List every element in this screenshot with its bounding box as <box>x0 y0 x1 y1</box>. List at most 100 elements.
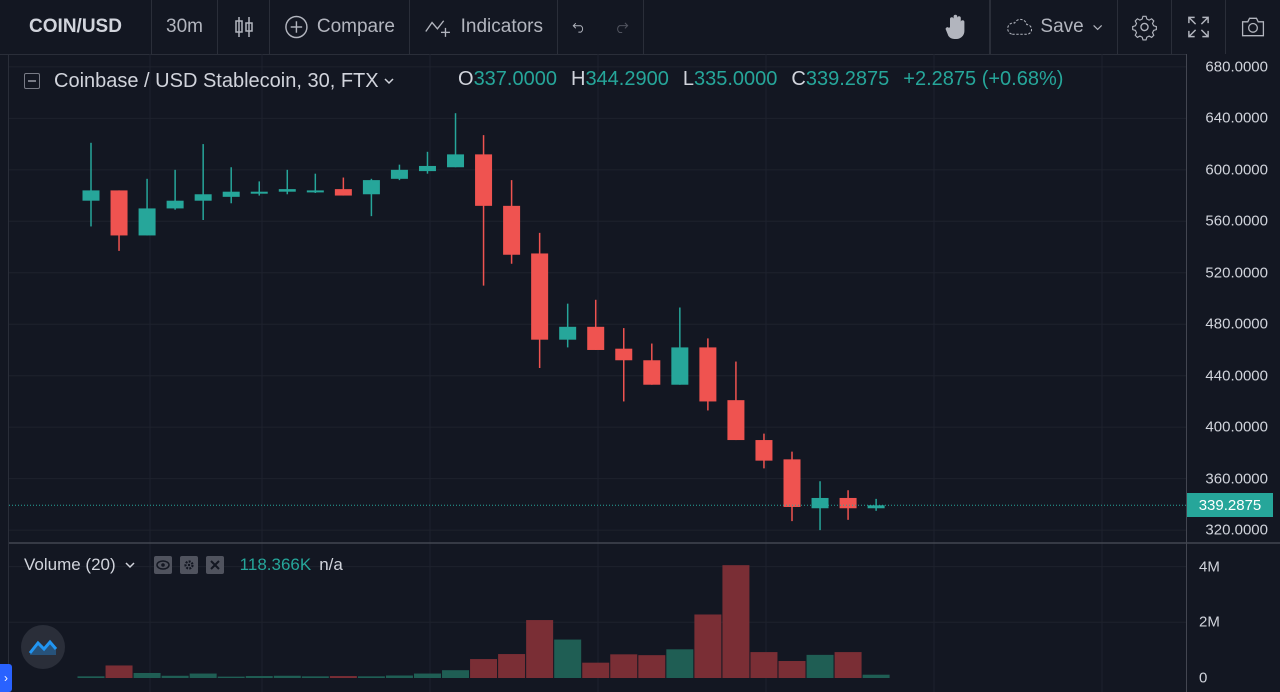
price-tick-label: 600.0000 <box>1205 161 1268 179</box>
chart-type-button[interactable] <box>218 0 270 54</box>
volume-title[interactable]: Volume (20) <box>24 555 116 574</box>
hand-icon <box>945 14 964 39</box>
volume-bar <box>582 662 610 678</box>
volume-bar <box>778 661 806 678</box>
screenshot-button[interactable] <box>1226 0 1280 54</box>
indicators-button[interactable]: Indicators <box>410 0 558 54</box>
hand-tool-button[interactable] <box>924 0 990 54</box>
change-value: +2.2875 (+0.68%) <box>903 68 1064 90</box>
symbol-search-button[interactable]: COIN/USD <box>0 0 152 54</box>
plus-circle-icon <box>285 15 308 39</box>
sidebar-toggle-button[interactable]: › <box>0 664 12 692</box>
candle-body <box>811 497 829 509</box>
price-tick-label: 640.0000 <box>1205 109 1268 127</box>
volume-bar <box>77 676 105 678</box>
volume-tick-label: 2M <box>1199 613 1220 631</box>
volume-bar <box>385 675 413 678</box>
tradingview-logo-icon <box>28 639 58 655</box>
candle-body <box>475 154 493 206</box>
tradingview-logo-button[interactable] <box>21 625 65 669</box>
candle-body <box>643 360 661 385</box>
candle-body <box>671 347 689 385</box>
top-toolbar: COIN/USD 30m Compare Indicators <box>0 0 1280 55</box>
candle-body <box>278 189 296 192</box>
high-number: 344.2900 <box>585 68 669 90</box>
volume-tick-label: 0 <box>1199 669 1208 687</box>
open-number: 337.0000 <box>473 68 557 90</box>
fullscreen-button[interactable] <box>1172 0 1226 54</box>
candle-body <box>783 459 801 507</box>
volume-bar <box>301 676 329 678</box>
volume-bar <box>189 673 217 678</box>
interval-button[interactable]: 30m <box>152 0 218 54</box>
price-tick-label: 320.0000 <box>1205 521 1268 539</box>
open-prefix: O <box>458 68 474 90</box>
volume-bar <box>470 659 498 678</box>
volume-bar <box>750 652 778 678</box>
chevron-down-icon[interactable] <box>124 560 136 570</box>
volume-bar <box>722 565 750 678</box>
volume-bar <box>133 672 161 678</box>
indicators-icon <box>425 20 450 37</box>
save-button[interactable]: Save <box>990 0 1118 54</box>
volume-bar <box>273 675 301 678</box>
redo-icon <box>617 22 629 33</box>
volume-bar <box>666 649 694 678</box>
candle-body <box>334 189 352 196</box>
open-value: O337.0000 <box>458 68 557 91</box>
close-icon[interactable] <box>205 556 224 574</box>
price-tick-label: 680.0000 <box>1205 58 1268 76</box>
candle-body <box>867 505 885 509</box>
candle-body <box>531 253 549 340</box>
volume-bar <box>638 655 666 678</box>
low-prefix: L <box>682 68 694 90</box>
volume-bar <box>610 654 638 678</box>
volume-bar <box>806 654 834 678</box>
redo-button[interactable] <box>600 0 644 54</box>
close-number: 339.2875 <box>805 68 890 90</box>
candle-body <box>587 326 605 350</box>
candle-body <box>559 326 577 340</box>
last-price-tag: 339.2875 <box>1187 493 1273 518</box>
price-tick-label: 400.0000 <box>1205 418 1268 436</box>
volume-bar <box>526 620 554 678</box>
save-label: Save <box>1040 16 1084 37</box>
candle-body <box>727 400 745 441</box>
candle-body <box>222 191 240 197</box>
candle-body <box>699 347 717 402</box>
ohlc-values: O337.0000 H344.2900 L335.0000 C339.2875 … <box>458 68 1063 91</box>
gear-icon[interactable] <box>179 556 198 574</box>
candle-body <box>82 190 100 201</box>
candle-body <box>362 180 380 195</box>
volume-bar <box>357 676 385 678</box>
candle-body <box>390 169 408 179</box>
candle-body <box>503 205 521 255</box>
undo-button[interactable] <box>558 0 600 54</box>
indicators-label: Indicators <box>460 16 543 37</box>
low-value: L335.0000 <box>683 68 778 91</box>
price-scale[interactable] <box>1186 54 1280 692</box>
camera-icon <box>1241 17 1265 37</box>
price-tick-label: 440.0000 <box>1205 367 1268 385</box>
close-prefix: C <box>791 68 806 90</box>
series-title[interactable]: Coinbase / USD Stablecoin, 30, FTX <box>54 69 379 92</box>
settings-button[interactable] <box>1118 0 1172 54</box>
eye-icon[interactable] <box>153 556 172 574</box>
volume-legend: Volume (20) 118.366K n/a <box>24 555 343 575</box>
volume-bar <box>694 614 722 678</box>
candle-body <box>194 194 212 201</box>
compare-button[interactable]: Compare <box>270 0 410 54</box>
candle-body <box>447 154 465 168</box>
chevron-down-icon[interactable] <box>383 76 395 86</box>
price-tick-label: 360.0000 <box>1205 470 1268 488</box>
candle-body <box>755 440 773 461</box>
volume-bar <box>834 652 862 678</box>
compare-label: Compare <box>316 16 395 37</box>
volume-value: 118.366K <box>239 555 312 574</box>
volume-bar <box>862 674 890 678</box>
low-number: 335.0000 <box>693 68 778 90</box>
collapse-legend-icon[interactable] <box>24 73 40 89</box>
volume-tick-label: 4M <box>1199 558 1220 576</box>
volume-bar <box>554 639 582 678</box>
